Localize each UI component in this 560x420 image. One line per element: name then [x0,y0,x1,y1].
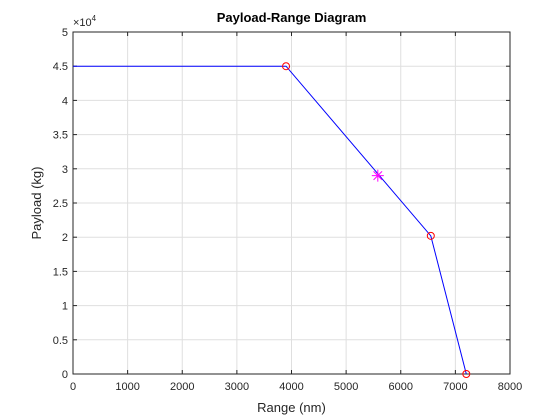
marker-layer [282,62,471,378]
x-tick-label: 3000 [225,381,249,393]
y-axis-label: Payload (kg) [29,167,44,240]
y-axis-exponent-base: ×10 [73,17,92,29]
series-line [73,65,467,375]
data-point-circle-marker [282,62,291,71]
x-tick-label: 5000 [334,381,358,393]
y-tick-label: 1.5 [53,266,68,278]
y-tick-label: 0 [62,369,68,381]
y-tick-label: 4 [62,95,68,107]
x-tick-label: 1000 [115,381,139,393]
x-tick-label: 0 [70,381,76,393]
grid-layer [72,31,511,375]
ticks-layer: 0 1000 2000 3000 4000 5000 6000 7000 8000 0 0.5 1 1.… [53,27,523,393]
y-tick-label: 4.5 [53,61,68,73]
y-tick-label: 3 [62,164,68,176]
y-tick-label: 0.5 [53,335,68,347]
y-tick-label: 2 [62,232,68,244]
x-tick-label: 8000 [498,381,522,393]
y-tick-label: 2.5 [53,198,68,210]
y-axis-exponent-power: 4 [92,14,97,23]
y-tick-label: 1 [62,301,68,313]
x-tick-label: 7000 [443,381,467,393]
y-tick-label: 3.5 [53,130,68,142]
x-axis-label: Range (nm) [257,400,326,415]
data-point-circle-marker [462,370,471,378]
data-point-asterisk-marker [371,169,384,182]
asterisk-stroke [373,171,383,181]
x-tick-label: 6000 [389,381,413,393]
x-tick-label: 4000 [279,381,303,393]
series-layer [73,65,467,375]
x-tick-label: 2000 [170,381,194,393]
y-tick-label: 5 [62,27,68,39]
y-axis-exponent: ×104 [73,14,97,29]
data-point-circle-marker [426,231,435,240]
chart-title: Payload-Range Diagram [217,10,367,25]
